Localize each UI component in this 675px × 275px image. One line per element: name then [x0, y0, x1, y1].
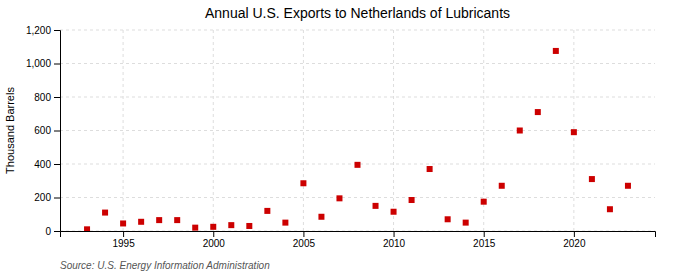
grid-line-x: [393, 30, 394, 231]
point: [264, 208, 270, 214]
tick: 2015: [473, 231, 496, 249]
point: [571, 129, 577, 135]
point: [391, 209, 397, 215]
tick-mark: [574, 231, 575, 237]
point: [318, 214, 324, 220]
point: [589, 176, 595, 182]
point: [156, 217, 162, 223]
tick-mark: [54, 30, 60, 31]
tick: 2010: [383, 231, 406, 249]
tick-mark: [54, 64, 60, 65]
point: [427, 166, 433, 172]
point: [625, 183, 631, 189]
plot: 1995 2000 2005 2010 2015 2020 0 200 400 600 800 1,0…: [26, 25, 656, 249]
grid-line-y: [60, 130, 655, 131]
point: [174, 217, 180, 223]
tick-mark: [123, 231, 124, 237]
tick: 1,200: [26, 25, 60, 36]
tick-mark: [54, 231, 60, 232]
tick: 2000: [203, 231, 226, 249]
tick-mark: [484, 231, 485, 237]
tick: 2020: [563, 231, 586, 249]
tick-label: 800: [34, 92, 51, 103]
point: [228, 222, 234, 228]
point: [102, 210, 108, 216]
grid-line-x: [303, 30, 304, 231]
x-axis: 1995 2000 2005 2010 2015 2020: [61, 231, 656, 249]
tick-label: 1,200: [26, 25, 51, 36]
point: [553, 48, 559, 54]
tick: 600: [34, 125, 60, 136]
tick-mark: [54, 131, 60, 132]
point: [481, 199, 487, 205]
point: [499, 183, 505, 189]
tick-mark: [303, 231, 304, 237]
tick-mark: [213, 231, 214, 237]
axis-line: [54, 31, 61, 232]
point: [210, 224, 216, 230]
tick-label: 2015: [473, 238, 496, 249]
tick-label: 0: [45, 226, 51, 237]
grid-line-y: [60, 30, 655, 31]
point: [517, 128, 523, 134]
tick: 1995: [112, 231, 135, 249]
tick-label: 2000: [203, 238, 226, 249]
chart: 1995 2000 2005 2010 2015 2020 0 200 400 600 800 1,0…: [0, 0, 675, 275]
point: [138, 219, 144, 225]
point: [192, 225, 198, 231]
point: [120, 220, 126, 226]
tick-label: 400: [34, 159, 51, 170]
tick-label: 1,000: [26, 58, 51, 69]
y-axis-title: Thousand Barrels: [4, 87, 16, 174]
tick: 2005: [293, 231, 316, 249]
y-axis: 0 200 400 600 800 1,000 1,200: [26, 25, 61, 237]
point: [282, 220, 288, 226]
point: [84, 226, 90, 231]
tick-mark: [394, 231, 395, 237]
source: Source: U.S. Energy Information Administ…: [60, 260, 270, 271]
point: [355, 162, 361, 168]
axis-line: [61, 232, 656, 238]
grid-line-y: [60, 197, 655, 198]
tick-label: 600: [34, 125, 51, 136]
tick-mark: [54, 97, 60, 98]
grid-line-y: [60, 97, 655, 98]
tick-label: 2010: [383, 238, 406, 249]
tick: 1,000: [26, 58, 60, 69]
point: [409, 197, 415, 203]
tick-mark: [54, 164, 60, 165]
grid-line-y: [60, 63, 655, 64]
tick: 0: [45, 226, 60, 237]
tick-mark: [54, 198, 60, 199]
tick-label: 2005: [293, 238, 316, 249]
point: [246, 223, 252, 229]
point: [607, 206, 613, 212]
tick-label: 1995: [112, 238, 135, 249]
point: [535, 109, 541, 115]
point: [463, 220, 469, 226]
tick-label: 2020: [563, 238, 586, 249]
grid: [60, 30, 655, 231]
point: [373, 203, 379, 209]
points: [84, 48, 631, 231]
tick: 400: [34, 159, 60, 170]
point: [300, 180, 306, 186]
point: [336, 195, 342, 201]
title: Annual U.S. Exports to Netherlands of Lu…: [205, 5, 510, 21]
tick: 800: [34, 92, 60, 103]
point: [445, 216, 451, 222]
tick: 200: [34, 192, 60, 203]
tick-label: 200: [34, 192, 51, 203]
